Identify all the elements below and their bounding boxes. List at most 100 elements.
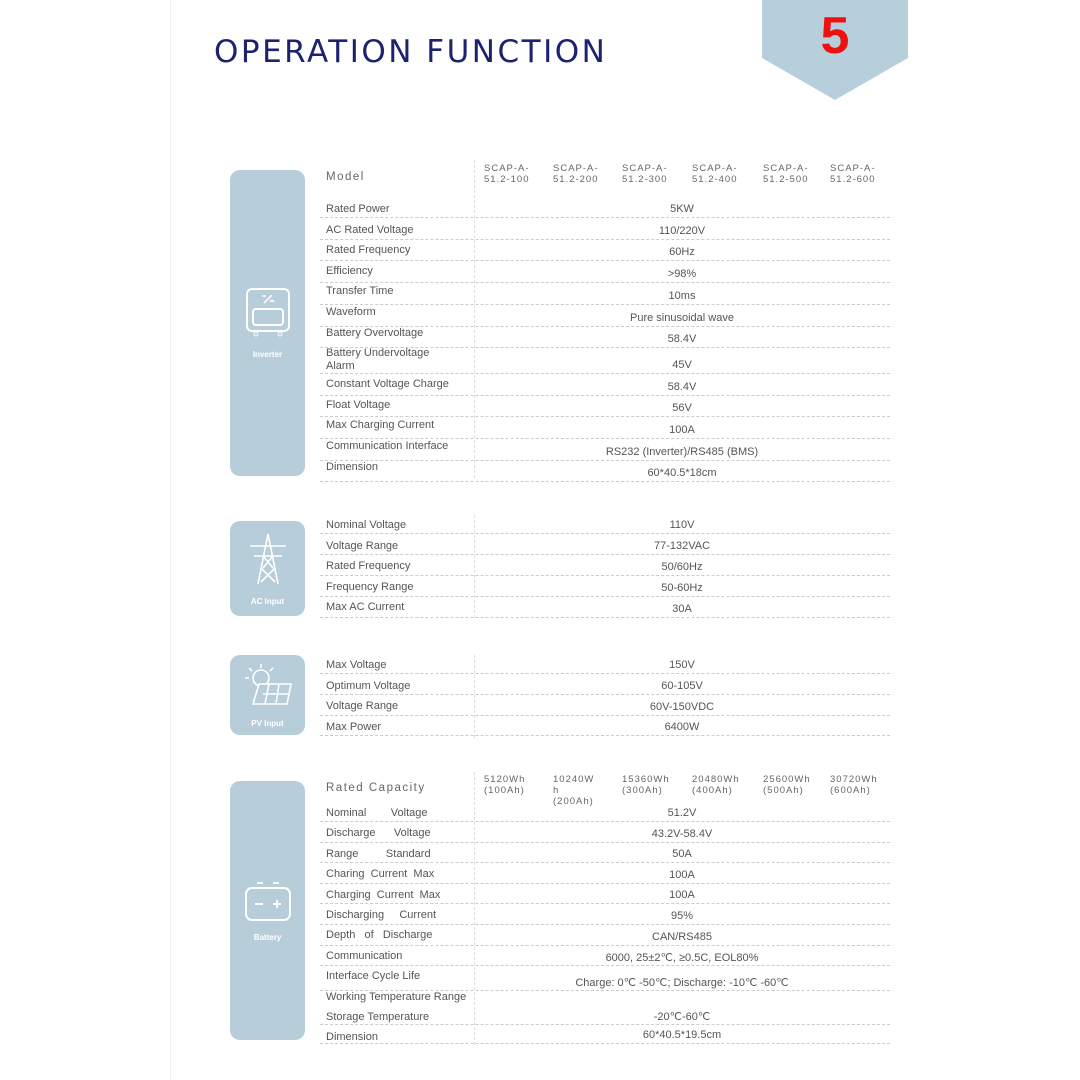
inverter-icon	[244, 287, 292, 344]
row-divider	[320, 372, 890, 374]
row-divider	[320, 944, 890, 946]
table-header-label: Rated Capacity	[326, 782, 426, 794]
row-divider	[320, 325, 890, 327]
row-label: Storage Temperature	[326, 1011, 430, 1023]
row-label: Discharging Current	[326, 909, 437, 921]
column-divider	[474, 772, 475, 1045]
row-divider	[320, 596, 890, 597]
row-label: Voltage Range	[326, 700, 399, 712]
row-label: Working Temperature Range	[326, 990, 467, 1003]
column-header: SCAP-A- 51.2-200	[553, 163, 599, 185]
section-caption: PV Input	[251, 719, 284, 728]
section-panel-inverter: Inverter	[230, 170, 305, 476]
row-value: 110V	[669, 519, 695, 531]
row-value: 60-105V	[661, 679, 703, 692]
column-header: 30720Wh (600Ah)	[830, 774, 878, 796]
row-value: 43.2V-58.4V	[651, 827, 713, 840]
column-header: SCAP-A- 51.2-100	[484, 163, 530, 185]
row-divider	[320, 481, 890, 483]
column-divider	[474, 515, 475, 618]
column-header: 10240W h (200Ah)	[553, 774, 595, 807]
row-label: Max Charging Current	[326, 419, 435, 432]
row-divider	[320, 673, 890, 674]
column-header: 25600Wh (500Ah)	[763, 774, 811, 796]
row-label: Max Power	[326, 720, 382, 733]
section-caption: AC Input	[250, 596, 285, 606]
column-header: SCAP-A- 51.2-500	[763, 163, 809, 185]
row-value: 6400W	[664, 721, 700, 734]
row-value: 5KW	[670, 203, 694, 215]
row-value: 110/220V	[658, 224, 706, 237]
row-label: Charing Current Max	[326, 868, 435, 881]
row-divider	[320, 347, 890, 349]
row-label: Communication Interface	[326, 439, 449, 452]
power-tower-icon	[246, 532, 290, 591]
row-label: Rated Power	[326, 203, 390, 215]
row-value: 6000, 25±2℃, ≥0.5C, EOL80%	[605, 952, 759, 965]
row-value: 150V	[669, 659, 695, 671]
column-header: 5120Wh (100Ah)	[484, 774, 526, 796]
row-divider	[320, 303, 890, 305]
row-value: RS232 (Inverter)/RS485 (BMS)	[605, 445, 759, 458]
row-value: 50/60Hz	[661, 561, 703, 573]
row-label: Charging Current Max	[326, 888, 441, 901]
row-label: Rated Frequency	[326, 560, 411, 573]
column-header: SCAP-A- 51.2-400	[692, 163, 738, 185]
row-divider	[320, 821, 890, 822]
column-header: 20480Wh (400Ah)	[692, 774, 740, 796]
row-label: Rated Frequency	[326, 244, 411, 257]
row-divider	[320, 735, 890, 737]
row-value: 51.2V	[667, 807, 697, 819]
row-value: >98%	[667, 268, 697, 281]
row-value: 58.4V	[667, 333, 697, 346]
row-value: CAN/RS485	[652, 930, 712, 943]
row-label: Transfer Time	[326, 285, 394, 298]
row-label: Discharge Voltage	[326, 827, 431, 840]
row-divider	[320, 554, 890, 555]
row-value: 100A	[669, 889, 695, 902]
row-divider	[320, 459, 890, 461]
section-panel-battery: Battery	[230, 781, 305, 1040]
row-divider	[320, 965, 890, 967]
row-label: Frequency Range	[326, 580, 414, 593]
row-value: 100A	[669, 868, 695, 881]
row-label: Nominal Voltage	[326, 807, 428, 819]
row-divider	[320, 438, 890, 439]
row-divider	[320, 989, 890, 991]
row-label: AC Rated Voltage	[326, 223, 414, 236]
row-label: Battery Overvoltage	[326, 326, 424, 339]
section-caption: Battery	[253, 932, 282, 942]
section-panel-pv-input: PV Input	[230, 655, 305, 735]
column-divider	[474, 160, 475, 478]
page-title: OPERATION FUNCTION	[214, 34, 608, 70]
table-header-label: Model	[326, 171, 365, 183]
row-value: 56V	[672, 402, 692, 415]
section-caption: Inverter	[252, 350, 283, 359]
row-label: Waveform	[326, 306, 376, 318]
row-divider	[320, 533, 890, 534]
row-value: 95%	[670, 910, 694, 922]
row-divider	[320, 903, 890, 905]
row-value: 60*40.5*18cm	[647, 467, 717, 480]
row-value: 100A	[669, 424, 695, 436]
row-value: Charge: 0℃ -50℃; Discharge: -10℃ -60℃	[575, 976, 789, 989]
row-label: Optimum Voltage	[326, 679, 411, 692]
row-value: 77-132VAC	[653, 540, 711, 552]
row-divider	[320, 924, 890, 925]
row-label: Float Voltage	[326, 398, 391, 411]
column-header: SCAP-A- 51.2-300	[622, 163, 668, 185]
row-value: -20℃-60℃	[653, 1011, 711, 1024]
solar-panel-icon	[241, 662, 295, 713]
row-label: Max AC Current	[326, 601, 405, 614]
column-header: SCAP-A- 51.2-600	[830, 163, 876, 185]
row-divider	[320, 394, 890, 396]
section-panel-ac-input: AC Input	[230, 521, 305, 616]
row-divider	[320, 1024, 890, 1026]
row-value: 45V	[672, 358, 692, 371]
row-divider	[320, 714, 890, 716]
row-label: Battery Undervoltage Alarm	[326, 347, 430, 373]
row-divider	[320, 238, 890, 240]
row-label: Range Standard	[326, 847, 431, 860]
row-label: Nominal Voltage	[326, 519, 407, 531]
row-divider	[320, 282, 890, 284]
